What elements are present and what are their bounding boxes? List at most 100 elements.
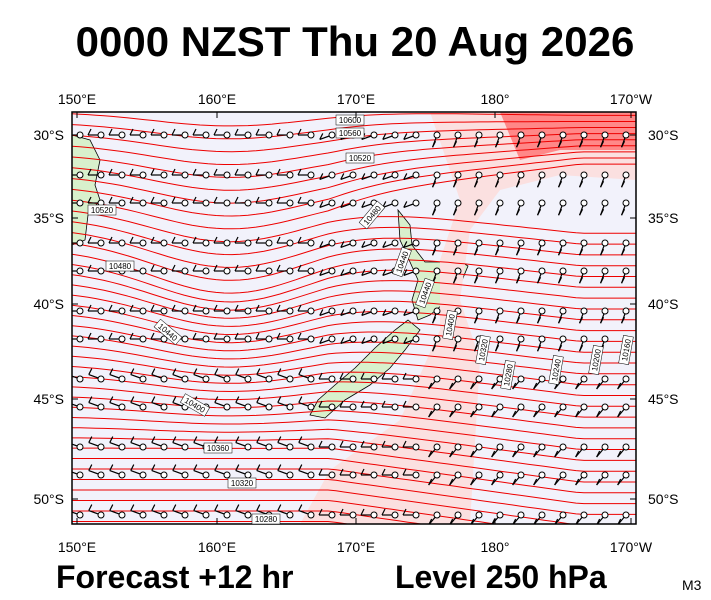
contour-label: 10320 [231, 479, 254, 488]
wind-barb-flag [150, 304, 155, 312]
wind-barb-flag [319, 337, 324, 344]
wind-barb-flag [151, 436, 156, 443]
contour-line [72, 253, 636, 294]
wind-barb-flag [298, 464, 303, 471]
wind-station [97, 131, 105, 139]
wind-barb-flag [449, 450, 454, 458]
wind-station [391, 443, 399, 451]
wind-station [265, 239, 273, 247]
wind-barb-flag [67, 237, 70, 243]
wind-station [118, 131, 126, 139]
south-island [309, 319, 421, 419]
wind-station [622, 171, 630, 179]
contour-label-box [203, 442, 233, 454]
wind-barb-flag [432, 140, 437, 148]
lat-label-left: 40°S [33, 296, 64, 312]
wind-barb-flag [130, 368, 135, 375]
wind-barb-flag [402, 440, 407, 448]
wind-station [181, 511, 189, 519]
wind-station [349, 267, 357, 275]
wind-barb-flag [67, 265, 70, 271]
wind-barb-flag [319, 201, 324, 208]
wind-station [433, 199, 441, 207]
wind-station [97, 443, 105, 451]
wind-station [139, 443, 147, 451]
wind-station [160, 375, 168, 383]
wind-barb-flag [495, 248, 500, 256]
wind-station [580, 307, 588, 315]
wind-station [265, 199, 273, 207]
wind-station [244, 307, 252, 315]
wind-station [286, 403, 294, 411]
wind-barb-flag [277, 464, 282, 471]
wind-barb-flag [558, 276, 563, 284]
contour-label: 10280 [502, 363, 515, 387]
wind-barb-flag [428, 478, 433, 486]
wind-station [622, 239, 630, 247]
wind-station [244, 239, 252, 247]
wind-barb-flag [193, 464, 198, 471]
contour-line [72, 163, 636, 230]
wind-station [475, 171, 483, 179]
wind-barb-flag [255, 128, 260, 136]
contour-label-box [475, 335, 491, 365]
wind-station [181, 335, 189, 343]
wind-station [538, 171, 546, 179]
wind-barb-flag [558, 344, 563, 352]
wind-barb-flag [403, 269, 408, 276]
wind-station [433, 171, 441, 179]
wind-station [370, 239, 378, 247]
wind-station [538, 267, 546, 275]
wind-station [307, 335, 315, 343]
contour-label: 10480 [109, 262, 132, 271]
wind-station [202, 335, 210, 343]
contour-label: 10520 [91, 206, 114, 215]
wind-barb-flag [172, 396, 177, 403]
wind-station [76, 199, 84, 207]
wind-station [412, 239, 420, 247]
wind-barb-flag [402, 372, 407, 380]
wind-barb-flag [470, 382, 475, 390]
wind-barb-flag [87, 332, 92, 340]
contour-line [72, 264, 636, 303]
contour-line [72, 145, 636, 191]
wind-station [517, 443, 525, 451]
wind-station [496, 335, 504, 343]
wind-station [328, 131, 336, 139]
wind-barb-flag [449, 410, 454, 418]
wind-barb-flag [213, 236, 218, 244]
wind-barb-flag [617, 478, 622, 486]
wind-barb-flag [600, 276, 605, 284]
wind-station [433, 307, 441, 315]
wind-station [559, 511, 567, 519]
wind-barb-flag [109, 436, 114, 443]
wind-station [349, 335, 357, 343]
wind-barb-flag [381, 468, 386, 476]
wind-station [223, 307, 231, 315]
wind-barb-flag [621, 276, 626, 284]
wind-barb-flag [234, 264, 239, 272]
wind-barb-flag [537, 180, 542, 188]
wind-station [496, 267, 504, 275]
wind-station [160, 403, 168, 411]
wind-barb-flag [67, 305, 70, 311]
wind-station [559, 307, 567, 315]
wind-barb-flag [621, 248, 626, 256]
wind-barb-flag [554, 410, 559, 418]
wind-station [349, 511, 357, 519]
wind-station [265, 471, 273, 479]
jet-shading-core [500, 112, 636, 160]
wind-station [433, 131, 441, 139]
wind-barb-flag [596, 478, 601, 486]
lon-label-bottom: 170°W [610, 539, 653, 555]
wind-barb-flag [172, 464, 177, 471]
wind-barb-flag [297, 196, 302, 204]
wind-station [286, 267, 294, 275]
wind-barb-flag [579, 248, 584, 256]
wind-station [118, 199, 126, 207]
wind-barb-flag [318, 400, 323, 408]
wind-station [202, 511, 210, 519]
wind-barb-flag [516, 180, 521, 188]
wind-barb-flag [432, 248, 437, 256]
wind-station [265, 307, 273, 315]
